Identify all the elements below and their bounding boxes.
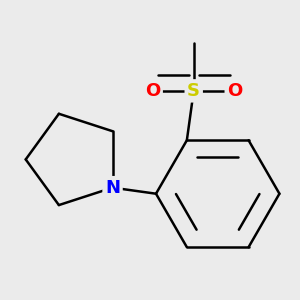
Text: S: S [187, 82, 200, 100]
Text: O: O [227, 82, 242, 100]
Text: O: O [145, 82, 160, 100]
Text: N: N [105, 178, 120, 196]
